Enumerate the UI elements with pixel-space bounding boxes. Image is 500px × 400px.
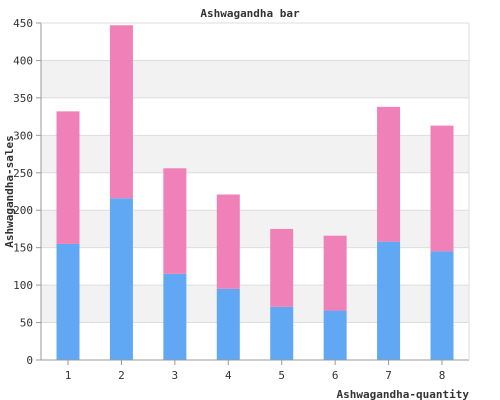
axes: [36, 22, 470, 365]
bar-segment-1: [163, 273, 187, 360]
bar-segment-1: [270, 306, 294, 360]
bars: [56, 25, 454, 360]
y-tick-label: 100: [13, 279, 33, 292]
x-tick-label: 3: [172, 369, 179, 382]
y-tick-label: 300: [13, 129, 33, 142]
y-tick-labels: 0 50 100 150 200 250 300 350 400 450: [13, 17, 33, 367]
background-band: [41, 210, 469, 248]
y-tick-label: 50: [20, 317, 33, 330]
background-bands: [41, 60, 469, 323]
chart-title: Ashwagandha bar: [200, 7, 300, 20]
y-tick-label: 350: [13, 92, 33, 105]
bar-segment-2: [216, 194, 240, 289]
background-band: [41, 135, 469, 173]
bar-segment-2: [56, 111, 80, 244]
bar-segment-1: [216, 288, 240, 360]
bar-segment-2: [430, 125, 454, 252]
y-tick-label: 450: [13, 17, 33, 30]
bar-segment-1: [323, 310, 347, 360]
x-axis-title: Ashwagandha-quantity: [337, 388, 470, 400]
x-tick-label: 7: [385, 369, 392, 382]
background-band: [41, 60, 469, 98]
x-tick-label: 8: [439, 369, 446, 382]
x-tick-label: 2: [118, 369, 125, 382]
y-tick-label: 250: [13, 167, 33, 180]
background-band: [41, 285, 469, 323]
y-tick-label: 150: [13, 242, 33, 255]
x-tick-label: 4: [225, 369, 232, 382]
bar-segment-1: [377, 241, 401, 360]
x-tick-label: 5: [278, 369, 285, 382]
bar-segment-1: [109, 198, 133, 360]
bar-segment-2: [163, 168, 187, 274]
x-tick-labels: 1 2 3 4 5 6 7 8: [65, 369, 446, 382]
y-tick-label: 0: [26, 354, 33, 367]
bar-segment-2: [270, 228, 294, 307]
bar-segment-2: [109, 25, 133, 199]
bar-segment-2: [323, 235, 347, 311]
bar-segment-2: [377, 106, 401, 242]
y-tick-label: 200: [13, 204, 33, 217]
bar-segment-1: [430, 251, 454, 360]
bar-segment-1: [56, 243, 80, 360]
x-tick-label: 1: [65, 369, 72, 382]
y-axis-title: Ashwagandha-sales: [3, 135, 16, 248]
x-tick-label: 6: [332, 369, 339, 382]
y-tick-label: 400: [13, 54, 33, 67]
